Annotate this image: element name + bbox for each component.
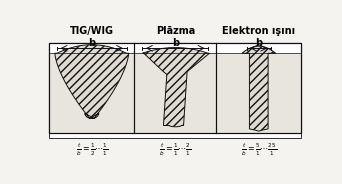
Polygon shape	[242, 46, 276, 131]
Text: b: b	[255, 38, 262, 48]
Bar	[49, 43, 301, 133]
Text: TIG/WIG: TIG/WIG	[70, 26, 114, 36]
Polygon shape	[142, 48, 209, 127]
Text: Plāzma: Plāzma	[156, 26, 195, 36]
Bar	[49, 53, 301, 133]
Text: b: b	[172, 38, 179, 48]
Text: $\frac{t}{b}=\frac{5}{1}\cdots\frac{25}{1}$: $\frac{t}{b}=\frac{5}{1}\cdots\frac{25}{…	[241, 141, 277, 158]
Polygon shape	[55, 45, 129, 118]
Polygon shape	[55, 45, 129, 118]
Bar	[49, 43, 301, 133]
Text: b: b	[88, 38, 95, 48]
Bar	[49, 43, 301, 133]
Text: $\frac{t}{b}=\frac{1}{1}\cdots\frac{2}{1}$: $\frac{t}{b}=\frac{1}{1}\cdots\frac{2}{1…	[159, 141, 192, 158]
Text: Elektron ışını: Elektron ışını	[222, 26, 295, 36]
Text: $\frac{t}{b}=\frac{1}{2}\cdots\frac{1}{1}$: $\frac{t}{b}=\frac{1}{2}\cdots\frac{1}{1…	[76, 141, 108, 158]
Bar	[49, 133, 301, 138]
Bar	[49, 43, 301, 53]
Polygon shape	[142, 48, 209, 127]
Polygon shape	[242, 46, 276, 131]
